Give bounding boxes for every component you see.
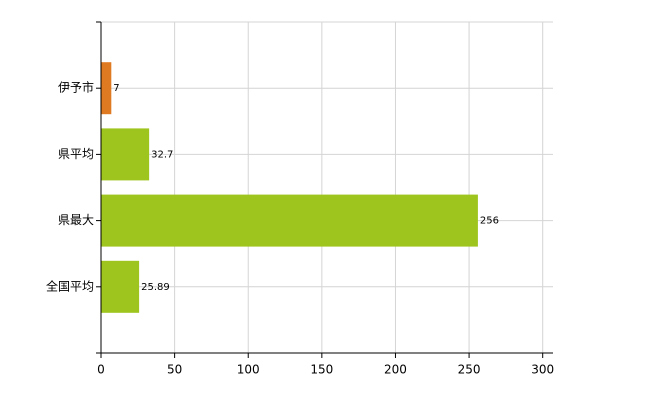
y-tick-label: 伊予市 — [58, 80, 94, 95]
y-tick-label: 県平均 — [58, 147, 94, 161]
bar — [101, 128, 150, 181]
x-tick-label: 250 — [458, 363, 481, 377]
value-label: 32.7 — [151, 149, 173, 160]
value-label: 256 — [480, 216, 499, 227]
x-tick-label: 300 — [531, 363, 554, 377]
y-tick-label: 県最大 — [58, 213, 94, 227]
x-tick-label: 150 — [310, 363, 333, 377]
bar — [101, 194, 478, 247]
y-tick-label: 全国平均 — [46, 278, 94, 293]
x-tick-label: 100 — [237, 363, 260, 377]
x-tick-label: 0 — [97, 363, 105, 377]
x-tick-label: 50 — [167, 363, 182, 377]
value-label: 7 — [113, 83, 119, 94]
bar — [101, 260, 140, 313]
value-label: 25.89 — [141, 282, 170, 293]
bar — [101, 62, 112, 115]
x-tick-label: 200 — [384, 363, 407, 377]
